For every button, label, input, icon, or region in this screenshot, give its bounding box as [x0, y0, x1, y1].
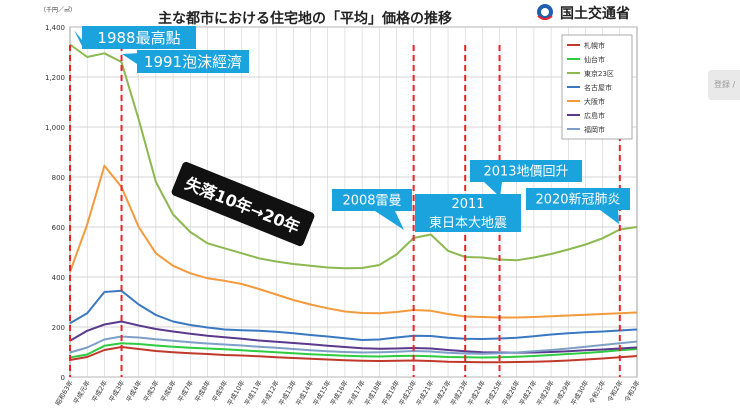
callout-pointer: [600, 210, 619, 224]
x-tick-label: 昭和63年: [53, 378, 75, 407]
callout-lehman2008: 2008雷曼: [332, 189, 412, 230]
y-tick-label: 800: [52, 174, 65, 182]
chart-title: 主な都市における住宅地の「平均」価格の推移: [158, 10, 452, 27]
series-line: [69, 320, 638, 354]
annotations: 1988最高點 1991泡沫經濟 2008雷曼 2011 東日本大地震 2013地價回升 2…: [74, 26, 630, 247]
callout-pointer: [74, 30, 82, 46]
legend-label: 広島市: [584, 111, 605, 120]
callout-pointer: [484, 182, 502, 197]
legend-label: 大阪市: [584, 97, 605, 106]
callout-text: 1988最高點: [97, 29, 180, 47]
callout-box: [137, 50, 249, 73]
callout-box: [526, 188, 630, 210]
callout-box: [332, 189, 412, 211]
y-axis: 0 200 400 600 800 1,000 1,200 1,400: [45, 24, 65, 382]
callout-quake2011: 2011 東日本大地震: [415, 194, 521, 232]
legend-label: 仙台市: [584, 55, 605, 64]
legend-label: 福岡市: [584, 125, 605, 134]
legend-label: 東京23区: [584, 69, 614, 78]
x-axis: 昭和63年平成元年平成2年平成3年平成4年平成5年平成6年平成7年平成8年平成9…: [53, 378, 642, 407]
publisher-name: 国土交通省: [560, 5, 630, 22]
x-tick-label: 平成元年: [71, 378, 92, 405]
series-lines: [69, 43, 638, 364]
callout-box: [470, 160, 582, 182]
y-tick-label: 1,400: [45, 24, 65, 32]
callout-pointer: [122, 53, 140, 66]
y-tick-label: 1,200: [45, 74, 65, 82]
callout-text: 2020新冠肺炎: [535, 192, 620, 208]
callout-text: 1991泡沫經濟: [144, 53, 242, 71]
y-axis-unit: （千円／㎡）: [40, 6, 76, 14]
y-tick-label: 0: [61, 374, 65, 382]
y-tick-label: 200: [52, 324, 65, 332]
callout-pointer: [375, 211, 404, 230]
callout-peak1988: 1988最高點: [74, 26, 196, 49]
banner-box: [171, 161, 315, 247]
callout-text: 2013地價回升: [483, 165, 568, 180]
callout-text: 2008雷曼: [342, 194, 401, 209]
y-tick-label: 600: [52, 224, 65, 232]
series-line: [69, 335, 638, 355]
mlit-logo: 国土交通省: [537, 4, 630, 22]
y-tick-label: 400: [52, 274, 65, 282]
callout-box: [82, 26, 196, 49]
callout-covid2020: 2020新冠肺炎: [526, 188, 630, 224]
series-line: [69, 43, 638, 270]
series-line: [69, 289, 638, 341]
legend-label: 札幌市: [584, 41, 605, 50]
callout-box: [415, 194, 521, 232]
x-tick-label: 令和3年: [622, 378, 642, 403]
callout-text: 東日本大地震: [429, 215, 507, 231]
callout-recover2013: 2013地價回升: [470, 160, 582, 197]
callout-text: 2011: [451, 197, 484, 212]
callout-bubble1991: 1991泡沫經濟: [122, 50, 249, 73]
x-tick-label: 令和元年: [587, 378, 608, 405]
series-line: [69, 342, 638, 359]
y-tick-label: 1,000: [45, 124, 65, 132]
series-line: [69, 346, 638, 364]
legend-label: 名古屋市: [584, 83, 612, 92]
side-tab[interactable]: 登録 /: [708, 70, 740, 100]
series-line: [69, 164, 638, 319]
